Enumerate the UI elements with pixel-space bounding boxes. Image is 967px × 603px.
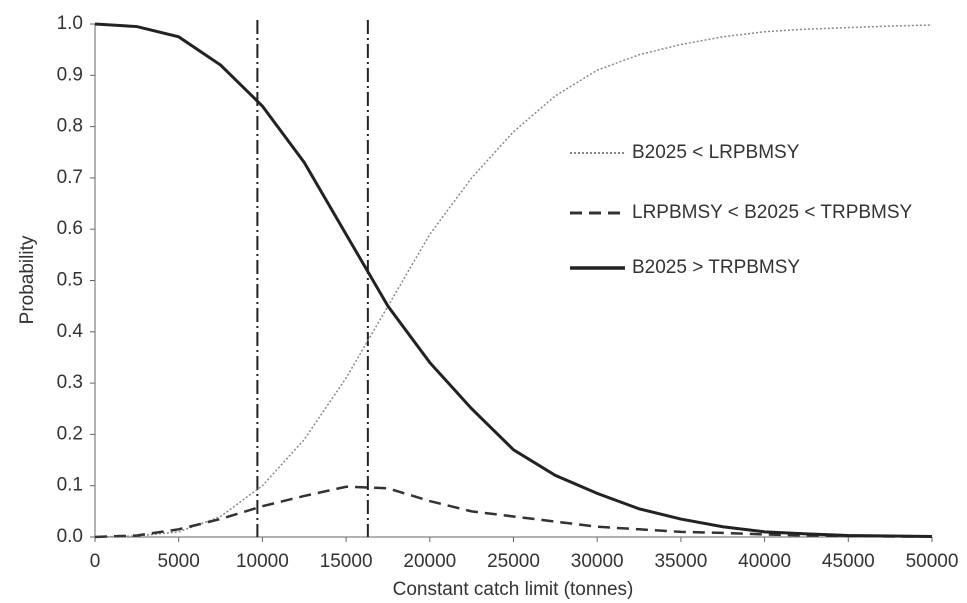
y-tick-label: 0.4 — [57, 321, 84, 342]
x-tick-label: 0 — [90, 551, 101, 572]
y-tick-label: 0.0 — [57, 526, 83, 547]
x-tick-label: 45000 — [822, 551, 875, 572]
x-tick-label: 40000 — [738, 551, 791, 572]
x-tick-label: 5000 — [158, 551, 200, 572]
y-tick-label: 0.8 — [57, 116, 83, 137]
legend-label: B2025 > TRPBMSY — [632, 257, 800, 278]
y-tick-label: 0.9 — [57, 64, 83, 85]
y-axis-label: Probability — [17, 235, 38, 324]
y-tick-label: 0.1 — [57, 475, 83, 496]
x-tick-label: 10000 — [236, 551, 289, 572]
series-line — [94, 485, 932, 539]
x-tick-label: 25000 — [487, 551, 540, 572]
x-tick-label: 20000 — [403, 551, 456, 572]
legend-label: B2025 < LRPBMSY — [632, 142, 800, 163]
series-line — [94, 24, 933, 538]
x-tick-label: 30000 — [571, 551, 624, 572]
y-tick-label: 0.3 — [57, 372, 83, 393]
y-tick-label: 0.5 — [57, 270, 83, 291]
x-axis-label: Constant catch limit (tonnes) — [393, 579, 634, 600]
y-tick-label: 1.0 — [57, 13, 83, 34]
legend-label: LRPBMSY < B2025 < TRPBMSY — [632, 202, 913, 223]
y-tick-label: 0.2 — [57, 423, 83, 444]
series-line — [94, 22, 933, 538]
y-tick-label: 0.7 — [57, 167, 83, 188]
x-tick-label: 50000 — [906, 551, 959, 572]
x-tick-label: 15000 — [320, 551, 373, 572]
x-tick-label: 35000 — [654, 551, 707, 572]
y-tick-label: 0.6 — [57, 218, 83, 239]
